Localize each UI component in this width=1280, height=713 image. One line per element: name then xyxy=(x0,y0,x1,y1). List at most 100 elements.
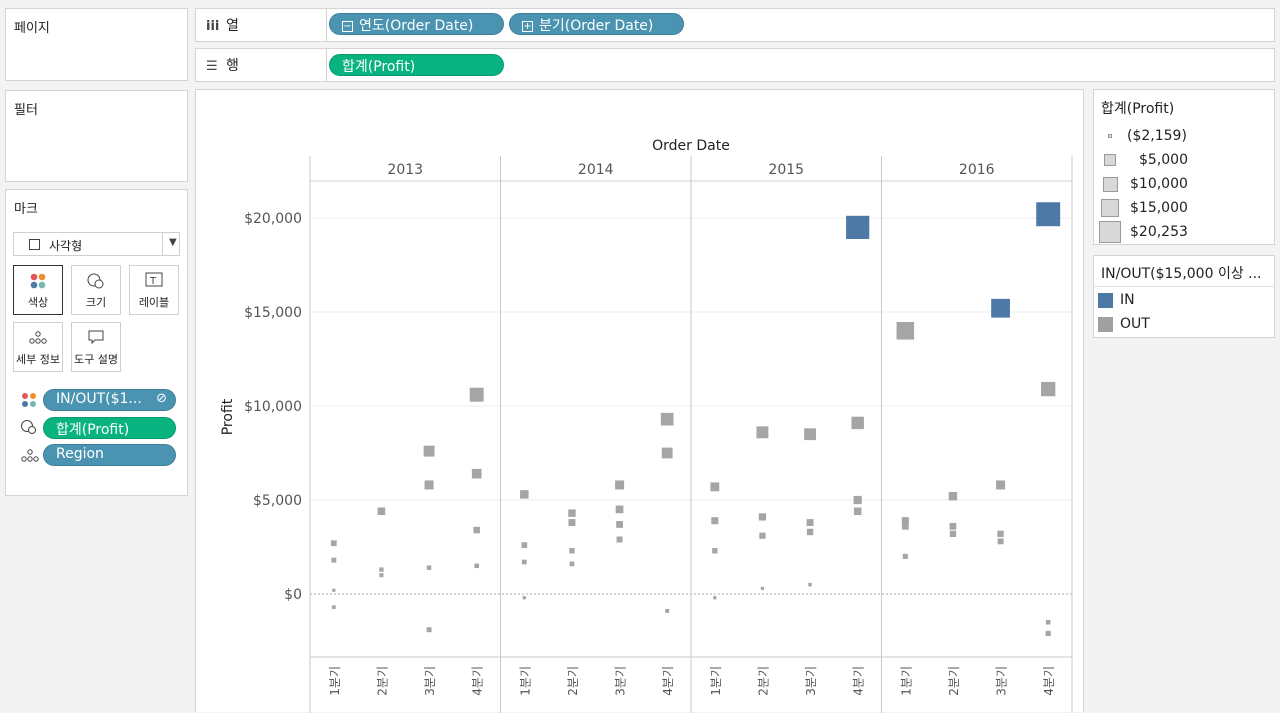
data-square xyxy=(471,468,482,479)
data-square xyxy=(711,517,719,525)
detail-label: 세부 정보 xyxy=(16,353,60,366)
size-legend[interactable]: 합계(Profit) ($2,159) $5,000 $10,000 $15,000 $… xyxy=(1093,89,1275,245)
shelf-divider xyxy=(326,9,327,41)
data-square xyxy=(902,553,908,559)
mark-pill-region-label: Region xyxy=(56,446,104,462)
y-tick-label: $20,000 xyxy=(244,211,302,227)
quarter-tick-label: 4분기 xyxy=(661,666,675,696)
profit-chart: Order Date Profit $20,000 $15,000 $10,000 $… xyxy=(220,138,1073,713)
data-square xyxy=(1045,619,1051,625)
quarter-tick-label: 1분기 xyxy=(899,666,913,696)
mark-type-dropdown[interactable]: 사각형 ▼ xyxy=(13,232,180,256)
data-square xyxy=(568,519,576,527)
expand-icon: + xyxy=(522,21,533,32)
quarter-tick-label: 4분기 xyxy=(1042,666,1056,696)
square-icon xyxy=(29,239,40,250)
label-button[interactable]: T 레이블 xyxy=(129,265,179,315)
color-dots-icon xyxy=(21,392,37,412)
data-square xyxy=(997,530,1004,537)
columns-shelf[interactable]: iii 열 − 연도(Order Date) + 분기(Order Date) xyxy=(195,8,1275,42)
quarter-tick-label: 4분기 xyxy=(852,666,866,696)
label-label: 레이블 xyxy=(138,296,170,309)
speech-bubble-icon xyxy=(72,329,120,351)
data-square xyxy=(330,540,337,547)
mark-pill-region[interactable]: Region xyxy=(43,444,176,466)
data-square xyxy=(568,509,576,517)
data-square xyxy=(423,445,435,457)
detail-dots-icon xyxy=(20,447,40,467)
svg-text:T: T xyxy=(149,276,157,287)
chevron-down-icon: ▼ xyxy=(169,237,177,248)
marks-title: 마크 xyxy=(14,202,38,217)
data-square xyxy=(991,298,1010,318)
mark-pill-inout[interactable]: IN/OUT($1... ⊘ xyxy=(43,389,176,411)
data-square xyxy=(1036,202,1061,227)
color-legend-label: IN xyxy=(1120,292,1135,308)
link-icon: ⊘ xyxy=(156,391,167,406)
color-button[interactable]: 색상 xyxy=(13,265,63,315)
y-tick-label: $15,000 xyxy=(244,305,302,321)
columns-shelf-label: iii 열 xyxy=(206,15,239,35)
color-dots-icon xyxy=(14,272,62,294)
mark-pill-profit[interactable]: 합계(Profit) xyxy=(43,417,176,439)
size-legend-label: $20,253 xyxy=(1130,224,1188,240)
filters-card[interactable]: 필터 xyxy=(5,90,188,182)
rows-label-text: 행 xyxy=(226,58,239,74)
data-square xyxy=(521,542,528,548)
quarter-tick-label: 2분기 xyxy=(566,666,580,696)
columns-icon: iii xyxy=(206,19,220,34)
quarter-tick-label: 4분기 xyxy=(471,666,485,696)
color-legend[interactable]: IN/OUT($15,000 이상 ... IN OUT xyxy=(1093,255,1275,338)
columns-pill-quarter-label: 분기(Order Date) xyxy=(539,18,654,34)
shelf-divider xyxy=(326,49,327,81)
y-tick-label: $0 xyxy=(284,587,302,603)
color-legend-divider xyxy=(1094,286,1274,287)
size-legend-title: 합계(Profit) xyxy=(1101,101,1175,117)
text-t-icon: T xyxy=(130,272,178,294)
size-swatch xyxy=(1104,154,1116,166)
size-button[interactable]: 크기 xyxy=(71,265,121,315)
data-square xyxy=(665,608,670,613)
tooltip-button[interactable]: 도구 설명 xyxy=(71,322,121,372)
detail-button[interactable]: 세부 정보 xyxy=(13,322,63,372)
data-square xyxy=(713,596,717,600)
chart-title: Order Date xyxy=(652,138,730,154)
pages-card[interactable]: 페이지 xyxy=(5,8,188,81)
size-circles-icon xyxy=(72,272,120,294)
data-square xyxy=(846,215,870,240)
quarter-tick-label: 2분기 xyxy=(756,666,770,696)
data-square xyxy=(426,565,432,570)
mark-pill-profit-label: 합계(Profit) xyxy=(56,422,130,438)
data-square xyxy=(901,522,909,530)
data-square xyxy=(379,567,384,572)
data-square xyxy=(806,528,814,536)
mark-pill-inout-label: IN/OUT($1... xyxy=(56,391,142,407)
data-square xyxy=(808,582,812,587)
pages-title: 페이지 xyxy=(14,21,50,36)
quarter-tick-label: 3분기 xyxy=(995,666,1009,696)
data-square xyxy=(522,596,526,600)
columns-pill-year-label: 연도(Order Date) xyxy=(359,18,474,34)
columns-label-text: 열 xyxy=(226,18,239,34)
year-header: 2015 xyxy=(768,162,804,178)
size-legend-label: ($2,159) xyxy=(1127,128,1187,144)
size-legend-label: $10,000 xyxy=(1130,176,1188,192)
data-square xyxy=(661,447,673,459)
color-legend-title: IN/OUT($15,000 이상 ... xyxy=(1101,266,1262,282)
data-square xyxy=(710,482,720,492)
year-header: 2013 xyxy=(387,162,423,178)
rows-pill-profit[interactable]: 합계(Profit) xyxy=(329,54,504,76)
size-label: 크기 xyxy=(85,296,107,309)
columns-pill-year[interactable]: − 연도(Order Date) xyxy=(329,13,504,35)
data-square xyxy=(756,426,769,439)
data-square xyxy=(660,412,674,426)
data-square xyxy=(853,507,862,516)
dropdown-divider xyxy=(162,233,163,255)
y-axis-label: Profit xyxy=(220,398,236,435)
color-label: 색상 xyxy=(27,296,49,309)
chart-canvas[interactable]: Order Date Profit $20,000 $15,000 $10,000 $… xyxy=(195,89,1084,713)
columns-pill-quarter[interactable]: + 분기(Order Date) xyxy=(509,13,684,35)
year-header: 2016 xyxy=(959,162,995,178)
rows-shelf[interactable]: ☰ 행 합계(Profit) xyxy=(195,48,1275,82)
size-swatch xyxy=(1101,199,1119,217)
